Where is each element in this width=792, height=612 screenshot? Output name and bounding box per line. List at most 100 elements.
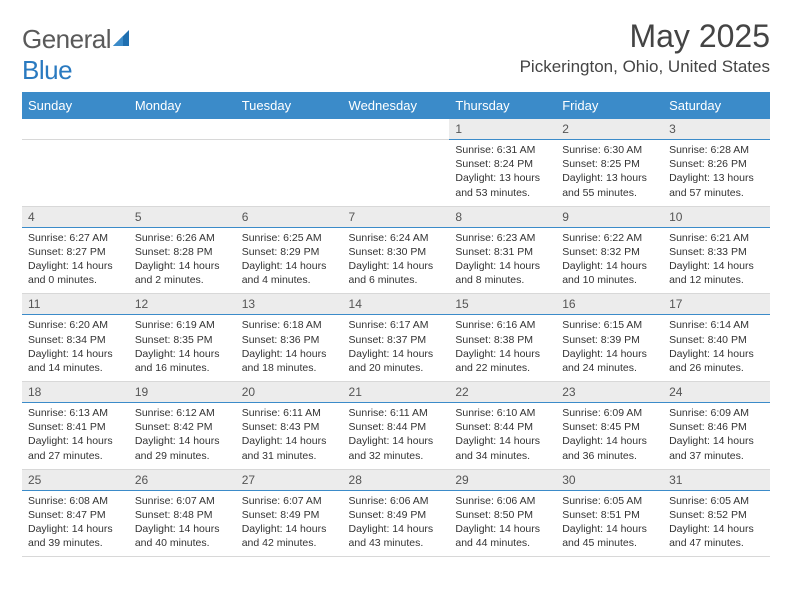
- day-number: 29: [449, 469, 556, 490]
- sunrise-text: Sunrise: 6:11 AM: [349, 406, 444, 420]
- sunrise-text: Sunrise: 6:30 AM: [562, 143, 657, 157]
- daylight-text: Daylight: 14 hours and 44 minutes.: [455, 522, 550, 550]
- sunrise-text: Sunrise: 6:07 AM: [242, 494, 337, 508]
- sunset-text: Sunset: 8:48 PM: [135, 508, 230, 522]
- day-content: Sunrise: 6:19 AMSunset: 8:35 PMDaylight:…: [129, 315, 236, 382]
- daylight-text: Daylight: 13 hours and 55 minutes.: [562, 171, 657, 199]
- day-content: Sunrise: 6:20 AMSunset: 8:34 PMDaylight:…: [22, 315, 129, 382]
- day-content: Sunrise: 6:27 AMSunset: 8:27 PMDaylight:…: [22, 227, 129, 294]
- sunset-text: Sunset: 8:49 PM: [242, 508, 337, 522]
- sunrise-text: Sunrise: 6:31 AM: [455, 143, 550, 157]
- sunset-text: Sunset: 8:42 PM: [135, 420, 230, 434]
- sunrise-text: Sunrise: 6:19 AM: [135, 318, 230, 332]
- day-number: 27: [236, 469, 343, 490]
- sunset-text: Sunset: 8:24 PM: [455, 157, 550, 171]
- daylight-text: Daylight: 14 hours and 31 minutes.: [242, 434, 337, 462]
- day-header: Saturday: [663, 93, 770, 119]
- day-number: 26: [129, 469, 236, 490]
- sunrise-text: Sunrise: 6:12 AM: [135, 406, 230, 420]
- day-header-row: SundayMondayTuesdayWednesdayThursdayFrid…: [22, 93, 770, 119]
- sunset-text: Sunset: 8:51 PM: [562, 508, 657, 522]
- sunset-text: Sunset: 8:38 PM: [455, 333, 550, 347]
- day-content: Sunrise: 6:09 AMSunset: 8:45 PMDaylight:…: [556, 403, 663, 470]
- logo-part2: Blue: [22, 55, 72, 85]
- daylight-text: Daylight: 13 hours and 57 minutes.: [669, 171, 764, 199]
- sunset-text: Sunset: 8:43 PM: [242, 420, 337, 434]
- day-number: 25: [22, 469, 129, 490]
- daylight-text: Daylight: 14 hours and 27 minutes.: [28, 434, 123, 462]
- daylight-text: Daylight: 14 hours and 39 minutes.: [28, 522, 123, 550]
- day-number: 17: [663, 294, 770, 315]
- sunset-text: Sunset: 8:49 PM: [349, 508, 444, 522]
- day-number: 3: [663, 119, 770, 140]
- sunrise-text: Sunrise: 6:06 AM: [455, 494, 550, 508]
- sunset-text: Sunset: 8:32 PM: [562, 245, 657, 259]
- day-content: Sunrise: 6:14 AMSunset: 8:40 PMDaylight:…: [663, 315, 770, 382]
- daylight-text: Daylight: 14 hours and 32 minutes.: [349, 434, 444, 462]
- daylight-text: Daylight: 14 hours and 42 minutes.: [242, 522, 337, 550]
- sunrise-text: Sunrise: 6:25 AM: [242, 231, 337, 245]
- day-content: Sunrise: 6:11 AMSunset: 8:43 PMDaylight:…: [236, 403, 343, 470]
- calendar-head: SundayMondayTuesdayWednesdayThursdayFrid…: [22, 93, 770, 119]
- day-number: 10: [663, 206, 770, 227]
- day-number: 14: [343, 294, 450, 315]
- sunrise-text: Sunrise: 6:11 AM: [242, 406, 337, 420]
- sunrise-text: Sunrise: 6:15 AM: [562, 318, 657, 332]
- day-header: Sunday: [22, 93, 129, 119]
- sunset-text: Sunset: 8:40 PM: [669, 333, 764, 347]
- daylight-text: Daylight: 14 hours and 20 minutes.: [349, 347, 444, 375]
- day-content: Sunrise: 6:26 AMSunset: 8:28 PMDaylight:…: [129, 227, 236, 294]
- day-number: 28: [343, 469, 450, 490]
- day-header: Tuesday: [236, 93, 343, 119]
- daylight-text: Daylight: 14 hours and 45 minutes.: [562, 522, 657, 550]
- day-content: Sunrise: 6:17 AMSunset: 8:37 PMDaylight:…: [343, 315, 450, 382]
- day-content: Sunrise: 6:22 AMSunset: 8:32 PMDaylight:…: [556, 227, 663, 294]
- sunrise-text: Sunrise: 6:18 AM: [242, 318, 337, 332]
- day-content: Sunrise: 6:07 AMSunset: 8:49 PMDaylight:…: [236, 490, 343, 557]
- sunset-text: Sunset: 8:30 PM: [349, 245, 444, 259]
- day-number: 4: [22, 206, 129, 227]
- day-content: [22, 140, 129, 207]
- sunset-text: Sunset: 8:41 PM: [28, 420, 123, 434]
- logo: GeneralBlue: [22, 24, 135, 86]
- sunrise-text: Sunrise: 6:13 AM: [28, 406, 123, 420]
- location: Pickerington, Ohio, United States: [520, 57, 770, 77]
- sunset-text: Sunset: 8:46 PM: [669, 420, 764, 434]
- daylight-text: Daylight: 14 hours and 2 minutes.: [135, 259, 230, 287]
- day-content: Sunrise: 6:07 AMSunset: 8:48 PMDaylight:…: [129, 490, 236, 557]
- day-content: Sunrise: 6:24 AMSunset: 8:30 PMDaylight:…: [343, 227, 450, 294]
- sunset-text: Sunset: 8:50 PM: [455, 508, 550, 522]
- sunset-text: Sunset: 8:45 PM: [562, 420, 657, 434]
- day-number: 20: [236, 382, 343, 403]
- logo-sail-icon: [113, 24, 135, 55]
- sunrise-text: Sunrise: 6:05 AM: [669, 494, 764, 508]
- day-number: 2: [556, 119, 663, 140]
- calendar-table: SundayMondayTuesdayWednesdayThursdayFrid…: [22, 93, 770, 557]
- sunset-text: Sunset: 8:52 PM: [669, 508, 764, 522]
- sunset-text: Sunset: 8:47 PM: [28, 508, 123, 522]
- sunrise-text: Sunrise: 6:10 AM: [455, 406, 550, 420]
- sunrise-text: Sunrise: 6:09 AM: [562, 406, 657, 420]
- day-content: Sunrise: 6:08 AMSunset: 8:47 PMDaylight:…: [22, 490, 129, 557]
- logo-text: GeneralBlue: [22, 24, 135, 86]
- day-number: 16: [556, 294, 663, 315]
- day-content: Sunrise: 6:05 AMSunset: 8:51 PMDaylight:…: [556, 490, 663, 557]
- day-content: Sunrise: 6:16 AMSunset: 8:38 PMDaylight:…: [449, 315, 556, 382]
- daylight-text: Daylight: 14 hours and 47 minutes.: [669, 522, 764, 550]
- daynum-row: 123: [22, 119, 770, 140]
- sunrise-text: Sunrise: 6:28 AM: [669, 143, 764, 157]
- day-content: [129, 140, 236, 207]
- day-content: Sunrise: 6:05 AMSunset: 8:52 PMDaylight:…: [663, 490, 770, 557]
- day-number: 15: [449, 294, 556, 315]
- content-row: Sunrise: 6:08 AMSunset: 8:47 PMDaylight:…: [22, 490, 770, 557]
- sunrise-text: Sunrise: 6:21 AM: [669, 231, 764, 245]
- day-content: Sunrise: 6:23 AMSunset: 8:31 PMDaylight:…: [449, 227, 556, 294]
- daylight-text: Daylight: 14 hours and 37 minutes.: [669, 434, 764, 462]
- day-number: [129, 119, 236, 140]
- sunset-text: Sunset: 8:44 PM: [455, 420, 550, 434]
- daynum-row: 11121314151617: [22, 294, 770, 315]
- day-content: Sunrise: 6:18 AMSunset: 8:36 PMDaylight:…: [236, 315, 343, 382]
- daylight-text: Daylight: 14 hours and 0 minutes.: [28, 259, 123, 287]
- sunset-text: Sunset: 8:34 PM: [28, 333, 123, 347]
- sunset-text: Sunset: 8:39 PM: [562, 333, 657, 347]
